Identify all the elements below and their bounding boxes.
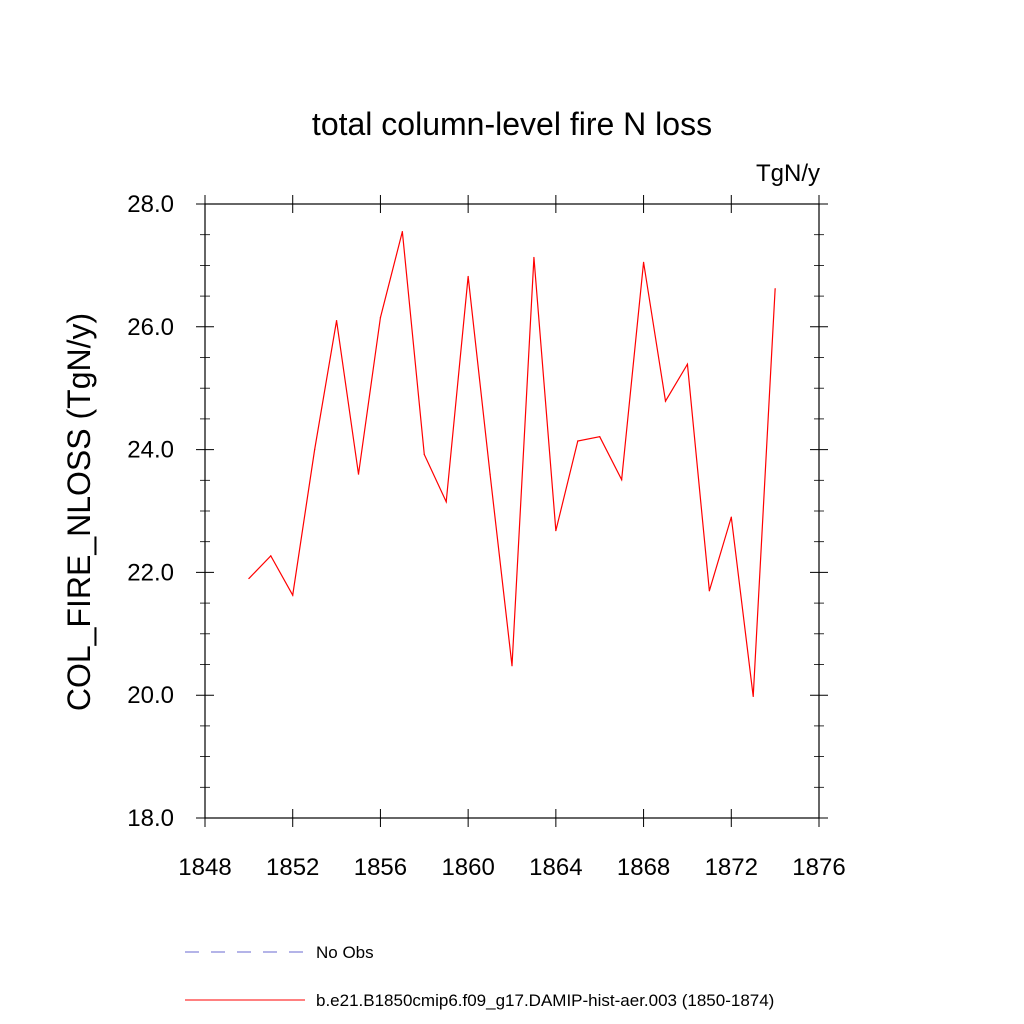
data-point: [752, 695, 754, 698]
data-point: [270, 555, 272, 557]
y-tick-label: 22.0: [127, 559, 174, 586]
data-point: [555, 530, 557, 532]
legend-label: b.e21.B1850cmip6.f09_g17.DAMIP-hist-aer.…: [316, 991, 774, 1010]
data-point: [292, 594, 294, 596]
data-point: [445, 501, 447, 503]
legend-label: No Obs: [316, 943, 374, 962]
data-point: [533, 256, 535, 259]
data-point: [599, 436, 601, 438]
data-point: [314, 449, 316, 451]
data-point: [467, 275, 469, 278]
data-point: [357, 473, 360, 475]
x-axis-ticks: 1848 1852 1856 1860 1864 1868 1872 1876: [178, 195, 846, 881]
data-point: [379, 316, 382, 319]
x-tick-label: 1872: [705, 854, 758, 881]
y-tick-label: 28.0: [127, 191, 174, 218]
series-line-0: [248, 231, 776, 697]
data-point: [401, 231, 403, 233]
data-point: [686, 363, 689, 365]
plot-frame: [204, 203, 820, 819]
y-tick-label: 24.0: [127, 437, 174, 464]
chart-title: total column-level fire N loss: [312, 106, 712, 142]
y-tick-label: 20.0: [127, 682, 174, 709]
data-point: [642, 261, 645, 263]
y-axis-label: COL_FIRE_NLOSS (TgN/y): [61, 313, 97, 711]
x-tick-label: 1856: [354, 854, 407, 881]
data-point: [423, 453, 425, 456]
x-tick-label: 1852: [266, 854, 319, 881]
data-point: [335, 320, 338, 322]
x-tick-label: 1876: [792, 854, 845, 881]
data-point: [511, 665, 513, 667]
data-point: [774, 288, 776, 290]
data-point: [489, 473, 491, 475]
x-tick-label: 1848: [178, 854, 231, 881]
x-tick-label: 1860: [441, 854, 494, 881]
data-point: [621, 479, 623, 481]
data-point: [664, 400, 667, 402]
data-point: [577, 440, 579, 442]
y-tick-label: 26.0: [127, 314, 174, 341]
y-tick-label: 18.0: [127, 805, 174, 832]
legend: No Obs b.e21.B1850cmip6.f09_g17.DAMIP-his…: [185, 943, 774, 1010]
series-layer: [248, 231, 776, 698]
x-tick-label: 1864: [529, 854, 582, 881]
units-label: TgN/y: [756, 160, 820, 187]
data-point: [248, 577, 250, 580]
y-axis-ticks: 18.0 20.0 22.0 24.0 26.0 28.0: [127, 191, 828, 832]
x-tick-label: 1868: [617, 854, 670, 881]
data-point: [730, 516, 732, 518]
data-point: [708, 590, 710, 592]
